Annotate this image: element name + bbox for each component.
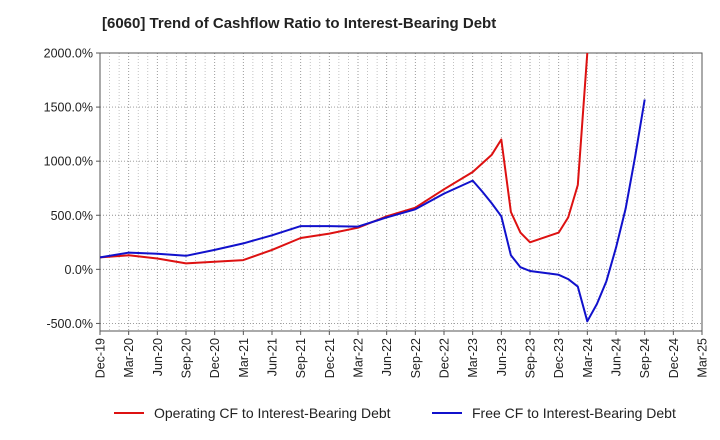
legend-label: Free CF to Interest-Bearing Debt [472,405,676,421]
x-tick-label: Jun-21 [266,338,280,376]
x-tick-label: Dec-22 [438,338,452,378]
legend-item-operating-cf: Operating CF to Interest-Bearing Debt [114,405,391,421]
x-tick-label: Sep-23 [524,338,538,378]
x-tick-label: Sep-20 [180,338,194,378]
legend-item-free-cf: Free CF to Interest-Bearing Debt [432,405,676,421]
chart-title: [6060] Trend of Cashflow Ratio to Intere… [102,15,497,32]
x-tick-label: Dec-19 [94,338,108,378]
x-tick-label: Mar-21 [237,338,251,378]
legend-label: Operating CF to Interest-Bearing Debt [154,405,391,421]
x-tick-label: Dec-23 [552,338,566,378]
x-tick-label: Sep-21 [294,338,308,378]
y-tick-label: 0.0% [65,263,94,277]
legend-swatch [114,412,144,414]
x-tick-label: Jun-22 [380,338,394,376]
y-tick-label: 1000.0% [44,155,93,169]
x-tick-label: Mar-24 [581,338,595,378]
y-tick-label: -500.0% [46,317,93,331]
x-tick-label: Jun-20 [151,338,165,376]
x-tick-label: Mar-25 [696,338,710,378]
x-tick-label: Jun-23 [495,338,509,376]
legend-swatch [432,412,462,414]
x-tick-label: Mar-23 [466,338,480,378]
x-tick-label: Sep-24 [638,338,652,378]
y-tick-label: 2000.0% [44,47,93,61]
x-tick-label: Jun-24 [610,338,624,376]
plot-frame [99,52,703,332]
y-tick-label: 500.0% [51,209,93,223]
series-line-operating-cf [100,52,589,265]
x-tick-label: Mar-20 [122,338,136,378]
x-tick-label: Mar-22 [352,338,366,378]
x-tick-label: Dec-24 [667,338,681,378]
x-tick-label: Dec-21 [323,338,337,378]
legend: Operating CF to Interest-Bearing Debt Fr… [0,405,720,425]
x-tick-label: Dec-20 [208,338,222,378]
x-tick-label: Sep-22 [409,338,423,378]
series-line-free-cf [100,99,646,323]
y-tick-label: 1500.0% [44,101,93,115]
